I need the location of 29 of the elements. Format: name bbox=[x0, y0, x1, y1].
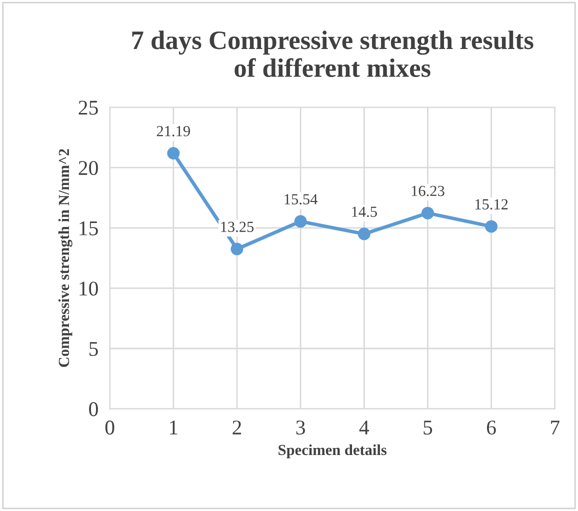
x-tick-label: 2 bbox=[232, 420, 242, 434]
point bbox=[294, 215, 307, 228]
data-label: 15.54 bbox=[284, 194, 318, 204]
x-tick-label: 4 bbox=[359, 420, 370, 434]
x-tick-label: 5 bbox=[424, 420, 432, 435]
y-tick-label: 10 bbox=[80, 282, 98, 296]
y-tick-label: 25 bbox=[78, 100, 98, 115]
point bbox=[421, 206, 434, 220]
y-tick-label: 0 bbox=[89, 402, 98, 416]
x-tick-label: 7 bbox=[551, 420, 560, 434]
x-axis-title: Specimen details bbox=[278, 444, 387, 458]
y-tick-label: 20 bbox=[78, 160, 98, 176]
data-label: 16.23 bbox=[412, 186, 444, 196]
x-tick-label: 3 bbox=[296, 420, 305, 435]
x-tick-label: 1 bbox=[170, 420, 178, 434]
y-tick-label: 5 bbox=[90, 342, 98, 356]
x-tick-label: 0 bbox=[105, 420, 114, 435]
data-label: 21.19 bbox=[156, 126, 190, 136]
point bbox=[485, 220, 498, 233]
data-label: 15.12 bbox=[475, 199, 508, 210]
y-tick-label: 15 bbox=[80, 221, 98, 236]
y-axis-title: Compressive strength in N/mm^2 bbox=[58, 149, 72, 367]
point bbox=[167, 147, 180, 160]
data-label: 14.5 bbox=[352, 206, 377, 218]
point bbox=[358, 228, 370, 240]
chart-title: 7 days Compressive strength results of different mixes bbox=[132, 30, 534, 78]
data-label: 13.25 bbox=[221, 222, 254, 232]
point bbox=[230, 242, 244, 256]
x-tick-label: 6 bbox=[486, 420, 496, 435]
